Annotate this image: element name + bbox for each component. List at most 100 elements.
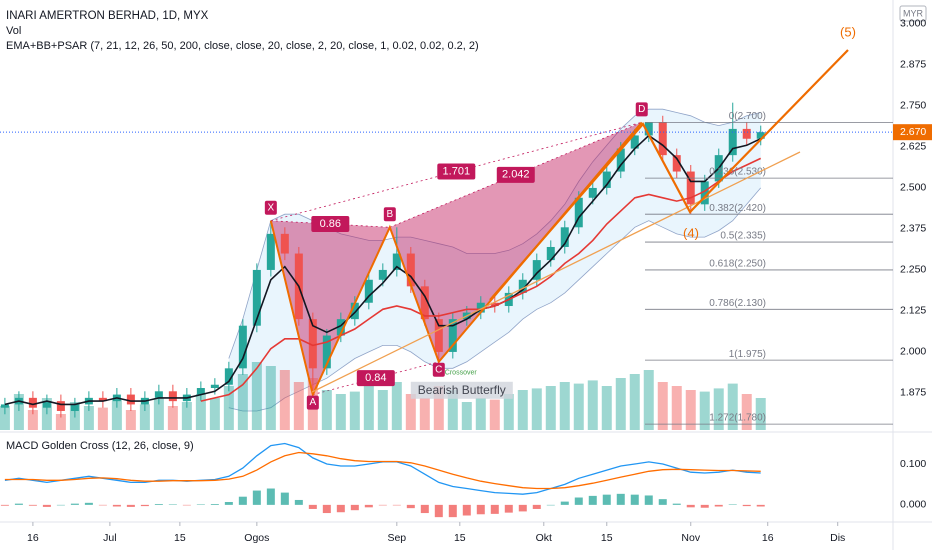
fib-label: 1(1.975): [729, 349, 766, 360]
volume-bar: [265, 366, 276, 430]
candle-body: [252, 269, 261, 326]
y-tick-label: 3.000: [900, 18, 926, 30]
histogram-bar: [392, 504, 401, 506]
volume-bar: [573, 383, 584, 430]
volume-bar: [657, 382, 668, 430]
histogram-bar: [560, 501, 569, 505]
histogram-bar: [672, 503, 681, 505]
candle-body: [378, 269, 387, 280]
candle-body: [70, 404, 79, 411]
y-tick-label: 2.875: [900, 59, 926, 71]
currency[interactable]: MYR: [903, 8, 924, 18]
volume-bar: [517, 390, 528, 430]
histogram-bar: [196, 504, 205, 505]
pattern-name: Bearish Butterfly: [418, 383, 506, 397]
histogram-bar: [630, 494, 639, 505]
volume-bar: [601, 386, 612, 430]
macd-title: MACD Golden Cross (12, 26, close, 9): [6, 440, 194, 452]
volume-bar: [643, 370, 654, 430]
volume-bar: [587, 380, 598, 430]
candle-body: [210, 384, 219, 389]
volume-bar: [447, 390, 458, 430]
candle-body: [672, 155, 681, 172]
candle-body: [602, 171, 611, 188]
macd-line: [4, 451, 761, 490]
histogram-bar: [756, 504, 765, 507]
ratio-box: [356, 370, 395, 387]
overlay: [311, 49, 849, 393]
band-fill: [228, 109, 761, 411]
volume-bar: [489, 399, 500, 430]
y-tick-label: 2.750: [900, 100, 926, 112]
histogram-bar: [476, 504, 485, 515]
histogram-bar: [448, 504, 457, 518]
histogram-bar: [14, 503, 23, 505]
histogram-bar: [126, 504, 135, 507]
last-price-box: [893, 124, 932, 141]
histogram-bar: [616, 493, 625, 505]
histogram-bar: [378, 504, 387, 506]
candle-body: [350, 302, 359, 320]
histogram-bar: [238, 496, 247, 505]
candle-body: [0, 404, 9, 408]
candle-body: [588, 187, 597, 198]
fib-label: 0.5(2.335): [720, 231, 766, 242]
volume-bar: [209, 398, 220, 430]
x-tick-label: Ogos: [244, 532, 269, 544]
pattern-point-box: [264, 200, 277, 215]
x-tick-label: 15: [454, 532, 466, 544]
histogram-bar: [280, 492, 289, 505]
candle-body: [126, 394, 135, 405]
histogram-bar: [644, 495, 653, 505]
histogram-bar: [728, 504, 737, 505]
ratio-label: 0.86: [320, 218, 341, 230]
x-tick-label: Jul: [103, 532, 116, 544]
volume-bar: [27, 410, 38, 430]
histogram-bar: [364, 504, 373, 508]
currency-box[interactable]: [899, 5, 927, 22]
volume-bar: [531, 388, 542, 430]
histogram-bar: [574, 497, 583, 505]
x-tick-label: Okt: [536, 532, 552, 544]
pattern-point-label: X: [268, 202, 275, 213]
volume-bar: [181, 402, 192, 430]
volume-bar: [713, 388, 724, 430]
y-tick-label: 2.250: [900, 264, 926, 276]
histogram-bar: [658, 499, 667, 505]
candle-body: [364, 279, 373, 303]
volume-bar: [559, 382, 570, 430]
histogram-bar: [322, 504, 331, 514]
wave-line: [489, 49, 849, 301]
volume-bar: [685, 390, 696, 430]
volume-bar: [461, 402, 472, 430]
candle-body: [700, 181, 709, 205]
histogram-bar: [350, 504, 359, 511]
histogram-bar: [210, 504, 219, 505]
y-tick-label: 2.625: [900, 141, 926, 153]
volume-bar: [83, 406, 94, 430]
histogram-bar: [336, 504, 345, 513]
ema-line: [4, 134, 762, 406]
volume-bar: [335, 394, 346, 430]
volume-bar: [475, 398, 486, 430]
candle-body: [518, 279, 527, 293]
candle-body: [154, 391, 163, 398]
x-tick-label: Nov: [681, 532, 700, 544]
candle-body: [546, 246, 555, 261]
candle-body: [420, 286, 429, 320]
volume-bar: [545, 386, 556, 430]
histogram-bar: [420, 504, 429, 514]
fib-label: 0.618(2.250): [709, 259, 766, 270]
candle-body: [532, 260, 541, 280]
fib-label: 0.382(2.420): [709, 203, 766, 214]
pattern-name-box: [410, 381, 513, 399]
pattern-point-label: D: [638, 104, 645, 115]
volume-bar: [167, 406, 178, 430]
wave-label: (4): [683, 225, 699, 240]
candle-body: [98, 397, 107, 402]
histogram-bar: [504, 504, 513, 513]
histogram-bar: [532, 504, 541, 509]
volume-bar: [615, 378, 626, 430]
pattern-point-box: [635, 102, 648, 117]
